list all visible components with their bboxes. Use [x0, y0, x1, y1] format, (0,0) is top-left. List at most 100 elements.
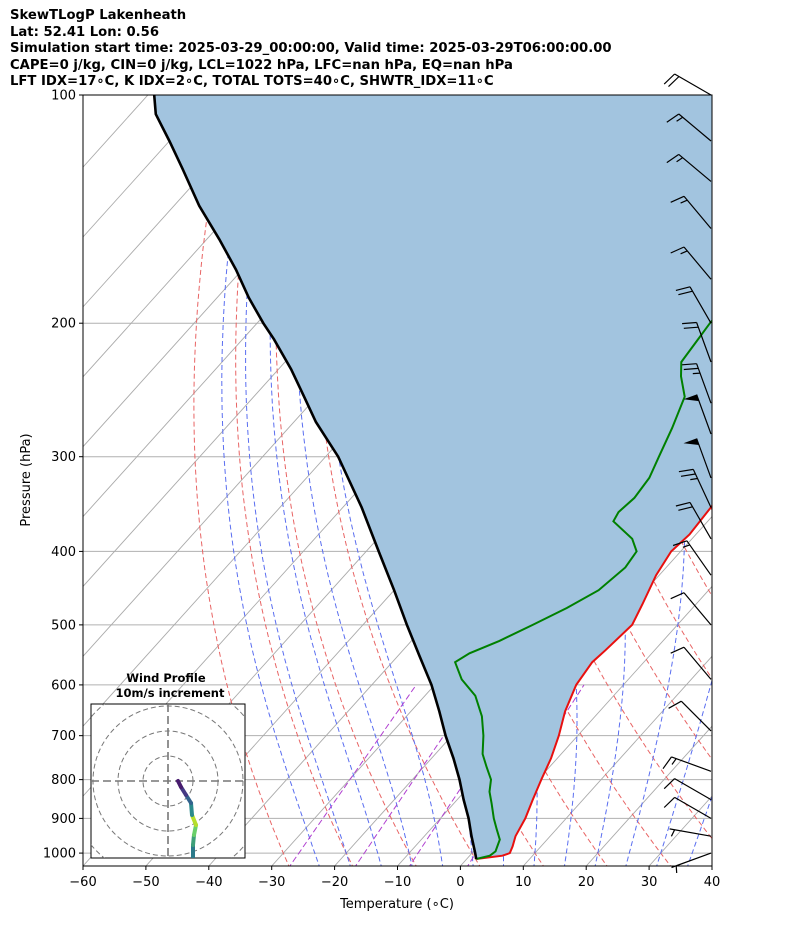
wind-barb	[675, 501, 712, 540]
barb-full	[670, 646, 685, 654]
barb-staff	[680, 700, 712, 732]
profile-lines	[152, 95, 712, 860]
x-tick-label: −40	[195, 875, 222, 890]
barb-staff	[686, 540, 712, 576]
barb-staff	[678, 153, 712, 182]
barb-full	[666, 153, 680, 164]
isotherm-line	[83, 95, 275, 308]
barb-full	[683, 367, 699, 371]
barb-full	[670, 195, 685, 203]
isotherm-line	[711, 865, 712, 866]
x-tick-label: 0	[456, 875, 464, 890]
y-axis-label: Pressure (hPa)	[19, 433, 34, 526]
hodograph-subtitle: 10m/s increment	[116, 686, 225, 700]
y-tick-label: 700	[51, 729, 76, 744]
barb-half	[680, 199, 688, 204]
mixing-ratio-line	[289, 684, 417, 866]
barb-half	[676, 116, 684, 122]
wind-barb	[675, 286, 712, 324]
barb-half	[670, 829, 676, 837]
barb-half	[676, 157, 684, 163]
moist-adiabat-line	[718, 95, 794, 869]
dewpoint-line	[453, 319, 712, 860]
y-tick-label: 100	[51, 89, 76, 104]
barb-full	[678, 468, 694, 473]
barb-full	[680, 473, 696, 477]
barb-staff	[683, 246, 712, 280]
y-tick-label: 1000	[43, 847, 76, 862]
wind-barb	[670, 246, 712, 280]
isotherm-line	[83, 95, 212, 238]
barb-full	[663, 778, 676, 790]
barb-full	[670, 246, 685, 254]
x-tick-label: −50	[132, 875, 159, 890]
wind-barb	[668, 700, 712, 732]
isotherm-line	[522, 655, 712, 866]
wind-barb	[663, 778, 712, 801]
barb-staff	[678, 113, 712, 142]
location-line: Lat: 52.41 Lon: 0.56	[10, 24, 160, 40]
chart-header: SkewTLogP Lakenheath Lat: 52.41 Lon: 0.5…	[10, 8, 612, 91]
barb-full	[682, 363, 697, 366]
barb-full	[672, 540, 688, 547]
moist-adiabat-line	[245, 95, 351, 866]
barb-half	[671, 758, 677, 765]
wind-barb	[678, 468, 712, 508]
moist-adiabat-line	[749, 95, 794, 869]
time-line: Simulation start time: 2025-03-29_00:00:…	[10, 41, 612, 56]
dry-adiabat-line	[782, 95, 794, 869]
barb-staff	[671, 756, 712, 772]
hodograph: Wind Profile 10m/s increment	[90, 671, 246, 859]
wind-barb	[682, 363, 712, 404]
dry-adiabat-line	[717, 95, 794, 869]
cin-shading	[154, 95, 712, 859]
barb-staff	[671, 852, 712, 869]
barb-half	[682, 544, 690, 548]
barb-full	[678, 290, 693, 296]
wind-barb	[682, 321, 712, 363]
barb-staff	[683, 592, 712, 626]
barb-half	[680, 250, 688, 255]
barb-full	[675, 286, 691, 291]
barb-flag	[683, 438, 699, 445]
x-tick-label: −10	[384, 875, 411, 890]
barb-staff	[674, 73, 712, 96]
x-tick-label: 30	[641, 875, 658, 890]
moist-adiabat-line	[295, 95, 413, 866]
x-tick-label: −30	[258, 875, 285, 890]
dry-adiabat-line	[750, 95, 794, 869]
barb-full	[682, 321, 697, 325]
barb-flag	[683, 394, 699, 402]
y-tick-label: 300	[51, 450, 76, 465]
barb-staff	[696, 363, 712, 404]
barb-full	[678, 506, 693, 511]
wind-barb	[670, 646, 712, 680]
wind-barb	[666, 153, 712, 182]
barb-staff	[696, 438, 712, 479]
barb-staff	[696, 322, 712, 363]
parcel-line	[152, 95, 478, 860]
y-tick-label: 600	[51, 678, 76, 693]
x-tick-label: 20	[578, 875, 595, 890]
y-tick-label: 500	[51, 618, 76, 633]
barb-full	[683, 326, 699, 329]
wind-barb	[670, 592, 712, 626]
hodograph-title: Wind Profile	[126, 671, 206, 685]
y-tick-label: 400	[51, 545, 76, 560]
barb-staff	[683, 195, 712, 229]
barb-staff	[692, 469, 712, 508]
y-tick-label: 900	[51, 812, 76, 827]
dry-adiabat-line	[193, 95, 290, 866]
wind-barb	[683, 394, 712, 435]
barb-full	[662, 756, 672, 770]
barb-full	[675, 501, 691, 507]
barb-staff	[683, 646, 712, 680]
wind-barb	[683, 438, 712, 479]
barb-full	[668, 700, 682, 709]
barb-full	[663, 796, 676, 808]
x-tick-label: 40	[704, 875, 721, 890]
wind-barbs	[662, 73, 712, 874]
moist-adiabat-line	[656, 95, 712, 866]
barb-staff	[674, 778, 712, 801]
